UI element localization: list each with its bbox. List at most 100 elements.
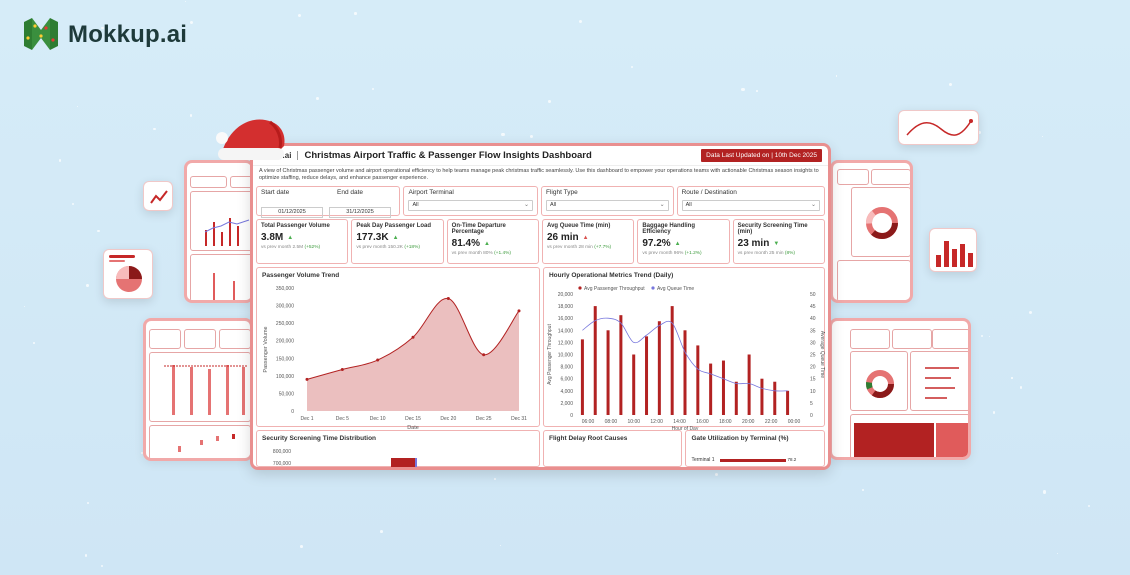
snowflake — [499, 544, 502, 547]
screening-bar — [391, 458, 415, 467]
y-tick-label: 700,000 — [273, 461, 291, 467]
x-tick-label: 22:00 — [765, 419, 778, 425]
y-tick-label: 20,000 — [558, 292, 574, 298]
x-tick-label: Dec 1 — [300, 416, 313, 422]
throughput-bar — [760, 378, 764, 415]
snowflake — [315, 97, 319, 100]
y-tick-label: 200,000 — [276, 339, 294, 345]
x-tick-label: Dec 15 — [405, 416, 421, 422]
dashboard-description: A view of Christmas passenger volume and… — [259, 168, 819, 182]
throughput-bar — [696, 345, 700, 415]
throughput-bar — [657, 321, 661, 415]
logo-text: Mokkup.ai — [68, 21, 188, 48]
kpi-label: Total Passenger Volume — [261, 223, 330, 229]
route-filter: Route / Destination All ⌄ — [676, 186, 825, 216]
bar-icon-card — [929, 228, 977, 272]
bg-dashboard-bottom-left — [143, 318, 253, 461]
legend-queue-label: Avg Queue Time — [657, 286, 694, 292]
kpi-label: Peak Day Passenger Load — [356, 223, 432, 229]
hourly-metrics-title: Hourly Operational Metrics Trend (Daily) — [548, 272, 674, 279]
y-tick-label: 50,000 — [279, 391, 295, 397]
snowflake — [86, 502, 89, 505]
kpi-value: 81.4% ▲ — [452, 238, 534, 249]
snowflake — [58, 159, 61, 162]
y-tick-label: 6,000 — [560, 377, 573, 383]
x-tick-label: 10:00 — [628, 419, 641, 425]
last-updated-badge: Data Last Updated on | 10th Dec 2025 — [701, 149, 822, 162]
snowflake — [140, 452, 143, 455]
x-axis-label: Date — [407, 425, 419, 431]
snowflake — [988, 335, 990, 338]
security-screening-panel: Security Screening Time Distribution 800… — [256, 430, 540, 467]
throughput-bar — [786, 390, 790, 415]
legend-queue-marker — [651, 286, 655, 290]
flight-type-select[interactable]: All ⌄ — [546, 200, 669, 211]
throughput-bar — [670, 306, 674, 415]
volume-point — [517, 309, 521, 313]
kpi-value-text: 26 min — [546, 232, 579, 243]
kpi-value-text: 23 min — [737, 238, 770, 249]
kpi-card: Peak Day Passenger Load 177.3K ▲ vs prev mo… — [351, 219, 444, 264]
volume-point — [482, 353, 486, 357]
y-tick-label: 0 — [570, 413, 573, 419]
snowflake — [101, 27, 104, 30]
kpi-comparison: vs prev month 96% (+1.2%) — [642, 251, 724, 256]
y-axis-label: Passenger Volume — [263, 326, 269, 372]
volume-point — [340, 368, 344, 372]
passenger-volume-chart: 0 50,000 100,000 150,000 200,000 250,000 300,0… — [263, 286, 527, 431]
pie-chart-icon — [116, 266, 142, 292]
snowflake — [371, 87, 375, 90]
throughput-bar — [606, 330, 610, 415]
gate-utilization-title: Gate Utilization by Terminal (%) — [691, 435, 789, 442]
passenger-volume-title: Passenger Volume Trend — [262, 272, 340, 279]
kpi-value-text: 97.2% — [642, 238, 671, 249]
bg-dashboard-top-left — [184, 160, 254, 303]
kpi-label: Avg Queue Time (min) — [546, 223, 611, 229]
terminal-select[interactable]: All ⌄ — [408, 200, 534, 211]
x-tick-label: 16:00 — [696, 419, 709, 425]
snowflake — [548, 100, 551, 103]
date-range-labels: Start date End date — [261, 189, 395, 196]
start-date-input[interactable]: 01/12/2025 — [261, 207, 323, 218]
kpi-comparison-text: vs prev month 25 min — [737, 251, 784, 256]
route-select[interactable]: All ⌄ — [681, 200, 820, 211]
volume-point — [446, 297, 450, 301]
kpi-comparison-text: vs prev month 96% — [642, 251, 684, 256]
kpi-card: Security Screening Time (min) 23 min ▼ vs p… — [732, 219, 825, 264]
kpi-delta: (+52%) — [304, 245, 321, 250]
snowflake — [100, 564, 103, 567]
trend-line-icon — [150, 190, 168, 204]
snowflake — [380, 530, 383, 534]
snowflake — [153, 127, 156, 131]
y-tick-label: 150,000 — [276, 356, 294, 362]
date-inputs: 01/12/2025 31/12/2025 — [261, 200, 395, 218]
kpi-label: Security Screening Time (min) — [737, 223, 808, 235]
kpi-value: 26 min ▲ — [547, 232, 629, 243]
y2-tick-label: 10 — [810, 389, 816, 395]
dashboard-header: okkup.ai Christmas Airport Traffic & Pas… — [253, 146, 828, 166]
snowflake — [978, 131, 981, 134]
x-tick-label: 00:00 — [788, 419, 801, 425]
snowflake — [948, 82, 952, 87]
bottom-row: Security Screening Time Distribution 800… — [253, 427, 828, 467]
snowflake — [992, 411, 995, 414]
y2-tick-label: 20 — [810, 365, 816, 371]
route-filter-label: Route / Destination — [681, 189, 737, 196]
kpi-comparison: vs prev month 80% (+1.4%) — [452, 251, 534, 256]
y-tick-label: 4,000 — [560, 389, 573, 395]
terminal-select-value: All — [412, 202, 419, 208]
end-date-input[interactable]: 31/12/2025 — [329, 207, 391, 218]
y-tick-label: 12,000 — [558, 340, 574, 346]
snowflake — [981, 334, 984, 337]
x-tick-label: Dec 5 — [336, 416, 349, 422]
snowflake — [1042, 490, 1047, 494]
arrow-up-icon: ▲ — [392, 234, 399, 241]
kpi-value: 177.3K ▲ — [356, 232, 438, 243]
throughput-bar — [721, 360, 725, 415]
kpi-value-text: 177.3K — [356, 232, 389, 243]
gate-row-value: 78.2 — [787, 457, 797, 462]
kpi-comparison: vs prev month 2.5M (+52%) — [261, 245, 343, 250]
snowflake — [529, 134, 533, 138]
flight-type-filter: Flight Type All ⌄ — [541, 186, 674, 216]
arrow-up-icon: ▲ — [674, 240, 681, 247]
